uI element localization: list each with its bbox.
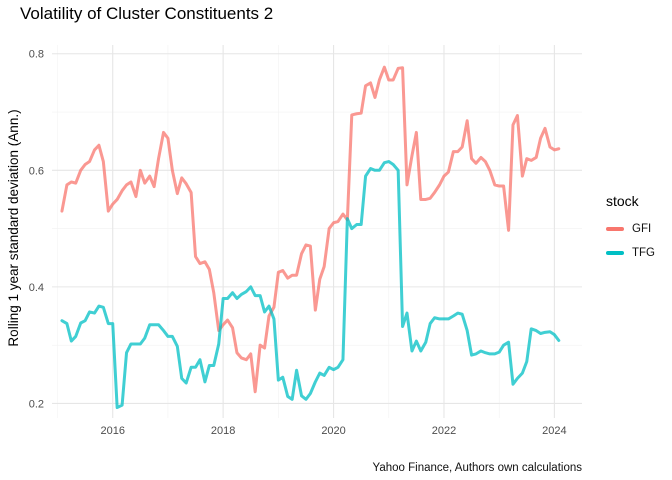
x-tick-label: 2022 (432, 425, 456, 437)
y-axis-ticks: 0.2 0.4 0.6 0.8 (29, 49, 44, 411)
legend-swatch-gfi (606, 227, 624, 231)
legend-title: stock (606, 193, 639, 209)
y-axis-title: Rolling 1 year standard deviation (Ann.) (6, 109, 21, 346)
chart-title: Volatility of Cluster Constituents 2 (20, 4, 274, 23)
y-tick-label: 0.2 (29, 398, 44, 410)
x-tick-label: 2016 (100, 425, 124, 437)
x-axis-ticks: 2016 2018 2020 2022 2024 (100, 425, 566, 437)
legend-item-tfg: TFG (606, 241, 655, 265)
series-line-tfg (60, 160, 561, 410)
x-tick-label: 2020 (321, 425, 345, 437)
y-tick-label: 0.4 (29, 282, 44, 294)
y-tick-label: 0.6 (29, 165, 44, 177)
series-line-gfi (60, 65, 561, 394)
legend-label-gfi: GFI (632, 223, 652, 235)
legend-item-gfi: GFI (606, 217, 655, 241)
grid-major (52, 45, 582, 418)
legend: stock GFI TFG (606, 193, 655, 265)
legend-swatch-tfg (606, 251, 624, 255)
chart-caption: Yahoo Finance, Authors own calculations (372, 462, 582, 474)
y-tick-label: 0.8 (29, 49, 44, 61)
x-tick-label: 2024 (542, 425, 566, 437)
x-tick-label: 2018 (211, 425, 235, 437)
series-layer (60, 65, 561, 410)
legend-label-tfg: TFG (632, 247, 655, 259)
grid-minor (52, 45, 582, 418)
